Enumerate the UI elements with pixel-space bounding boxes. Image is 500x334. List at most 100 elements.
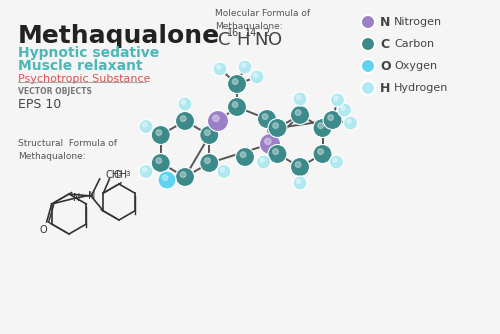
- Circle shape: [295, 162, 301, 167]
- Text: C: C: [218, 31, 230, 49]
- Circle shape: [268, 145, 287, 164]
- Circle shape: [347, 119, 351, 123]
- Circle shape: [238, 60, 252, 74]
- Circle shape: [181, 100, 186, 105]
- Circle shape: [208, 111, 229, 132]
- Circle shape: [260, 158, 264, 162]
- Text: O: O: [40, 225, 48, 235]
- Text: Molecular Formula of
Methaqualone:: Molecular Formula of Methaqualone:: [215, 9, 310, 30]
- Text: Methaqualone: Methaqualone: [18, 24, 220, 48]
- Circle shape: [213, 62, 227, 76]
- Circle shape: [290, 106, 310, 125]
- Text: H: H: [380, 81, 390, 95]
- Circle shape: [162, 175, 168, 180]
- Circle shape: [182, 100, 186, 104]
- Circle shape: [176, 112, 195, 131]
- Circle shape: [250, 70, 264, 84]
- Circle shape: [341, 106, 345, 110]
- Circle shape: [254, 73, 258, 77]
- Circle shape: [295, 110, 301, 116]
- Circle shape: [180, 171, 186, 178]
- Circle shape: [272, 122, 278, 129]
- Circle shape: [330, 155, 344, 169]
- Circle shape: [232, 101, 238, 108]
- Circle shape: [176, 167, 195, 186]
- Circle shape: [241, 63, 246, 68]
- Circle shape: [216, 65, 220, 69]
- Circle shape: [236, 148, 255, 167]
- Circle shape: [200, 154, 218, 172]
- Circle shape: [180, 116, 186, 122]
- Circle shape: [361, 59, 375, 73]
- Circle shape: [220, 167, 224, 172]
- Circle shape: [294, 109, 301, 116]
- Circle shape: [290, 158, 310, 176]
- Circle shape: [232, 78, 238, 85]
- Circle shape: [212, 115, 219, 122]
- Text: VECTOR OBJECTS: VECTOR OBJECTS: [18, 87, 92, 96]
- Text: 3: 3: [126, 171, 130, 177]
- Circle shape: [346, 119, 351, 124]
- Circle shape: [156, 130, 162, 136]
- Circle shape: [262, 114, 268, 120]
- Circle shape: [139, 120, 153, 134]
- Circle shape: [262, 113, 268, 120]
- Circle shape: [265, 138, 271, 145]
- Circle shape: [272, 149, 278, 154]
- Text: 2: 2: [263, 28, 269, 38]
- Circle shape: [318, 149, 324, 154]
- Circle shape: [294, 161, 301, 168]
- Text: Hydrogen: Hydrogen: [394, 83, 448, 93]
- Circle shape: [268, 119, 287, 138]
- Circle shape: [216, 65, 220, 70]
- Text: O: O: [380, 59, 390, 72]
- Circle shape: [344, 116, 357, 130]
- Text: Hypnotic sedative: Hypnotic sedative: [18, 46, 160, 60]
- Circle shape: [361, 81, 375, 95]
- Circle shape: [317, 122, 324, 129]
- Circle shape: [212, 115, 219, 122]
- Circle shape: [204, 157, 210, 164]
- Circle shape: [204, 129, 210, 136]
- Circle shape: [296, 179, 300, 184]
- Circle shape: [220, 168, 224, 172]
- Circle shape: [180, 172, 186, 177]
- Circle shape: [272, 123, 278, 129]
- Circle shape: [217, 165, 231, 178]
- Text: N: N: [380, 15, 390, 28]
- Circle shape: [340, 106, 345, 111]
- Circle shape: [334, 96, 338, 101]
- Text: N: N: [73, 193, 80, 203]
- Circle shape: [158, 171, 176, 189]
- Circle shape: [200, 126, 218, 145]
- Circle shape: [180, 115, 186, 122]
- Text: O: O: [268, 31, 282, 49]
- Circle shape: [256, 155, 270, 169]
- Text: CH: CH: [106, 170, 120, 180]
- Text: Oxygen: Oxygen: [394, 61, 437, 71]
- Circle shape: [313, 119, 332, 138]
- Circle shape: [272, 148, 278, 155]
- Circle shape: [142, 123, 146, 127]
- Circle shape: [313, 145, 332, 164]
- Circle shape: [333, 158, 337, 162]
- Circle shape: [139, 165, 153, 178]
- Circle shape: [338, 103, 351, 117]
- Circle shape: [327, 114, 334, 121]
- Circle shape: [334, 96, 338, 100]
- Circle shape: [330, 93, 344, 107]
- Text: Carbon: Carbon: [394, 39, 434, 49]
- Circle shape: [317, 148, 324, 155]
- Circle shape: [152, 126, 171, 145]
- Text: N: N: [254, 31, 268, 49]
- Circle shape: [332, 158, 337, 163]
- Circle shape: [142, 122, 146, 127]
- Circle shape: [323, 111, 342, 130]
- Circle shape: [240, 151, 246, 158]
- Circle shape: [260, 158, 264, 163]
- Text: N: N: [88, 191, 96, 201]
- Circle shape: [293, 92, 307, 106]
- Text: Nitrogen: Nitrogen: [394, 17, 442, 27]
- Circle shape: [142, 168, 146, 172]
- Circle shape: [232, 79, 238, 85]
